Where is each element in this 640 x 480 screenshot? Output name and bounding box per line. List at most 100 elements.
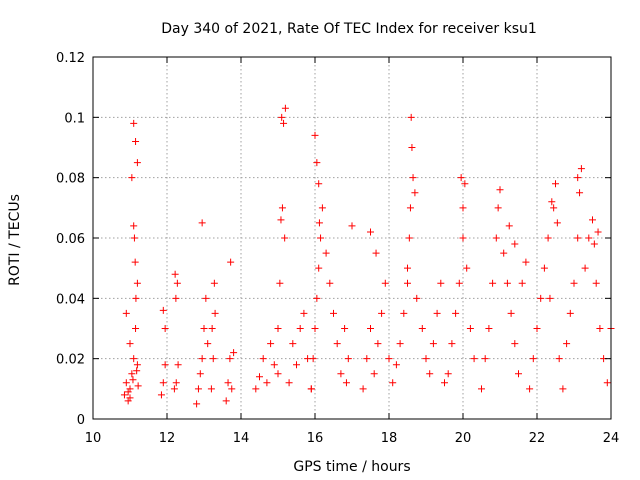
data-point-marker (515, 370, 522, 378)
data-point-marker (489, 279, 497, 287)
data-point-marker (128, 370, 136, 378)
data-point-marker (359, 385, 367, 393)
data-point-marker (550, 204, 558, 212)
data-point-marker (533, 325, 541, 332)
data-point-marker (385, 355, 393, 363)
data-point-marker (172, 294, 180, 302)
data-point-marker (459, 234, 467, 242)
data-point-marker (130, 355, 138, 363)
data-point-marker (392, 361, 400, 369)
data-point-marker (463, 264, 471, 272)
y-axis-label: ROTI / TECUs (7, 194, 23, 286)
x-tick-label: 20 (455, 431, 472, 446)
data-point-marker (132, 325, 140, 332)
data-point-marker (159, 379, 167, 387)
data-point-marker (132, 294, 140, 302)
chart-title: Day 340 of 2021, Rate Of TEC Index for r… (161, 21, 537, 37)
data-point-marker (592, 279, 600, 287)
data-point-marker (553, 219, 561, 227)
data-point-marker (448, 340, 456, 348)
y-tick-label: 0.12 (56, 51, 85, 66)
data-point-marker (576, 189, 584, 197)
data-point-marker (300, 309, 308, 317)
data-point-marker (161, 325, 169, 332)
data-point-marker (413, 294, 421, 302)
data-point-marker (196, 370, 204, 378)
data-point-marker (461, 180, 469, 188)
data-point-marker (372, 249, 380, 257)
data-point-marker (418, 325, 426, 332)
data-point-marker (378, 309, 386, 317)
data-point-marker (307, 385, 315, 393)
y-tick-label: 0.06 (56, 232, 85, 247)
data-point-marker (426, 370, 434, 378)
data-point-marker (411, 189, 419, 197)
data-point-marker (496, 186, 504, 194)
data-point-marker (173, 279, 181, 287)
data-point-marker (278, 204, 286, 212)
data-point-marker (406, 204, 414, 212)
data-point-marker (122, 379, 130, 387)
data-point-marker (157, 391, 165, 399)
data-point-marker (344, 355, 352, 363)
data-point-marker (174, 361, 182, 369)
data-point-marker (577, 165, 585, 173)
data-point-marker (466, 325, 474, 332)
data-point-marker (526, 385, 534, 393)
data-point-marker (559, 385, 567, 393)
data-point-marker (389, 379, 397, 387)
data-point-marker (170, 385, 178, 393)
data-point-marker (309, 355, 317, 363)
y-tick-label: 0.04 (56, 292, 85, 307)
data-point-marker (444, 370, 452, 378)
data-point-marker (570, 279, 578, 287)
data-point-marker (296, 325, 304, 332)
data-point-marker (130, 119, 138, 127)
data-point-marker (126, 385, 134, 393)
data-point-marker (280, 119, 288, 127)
data-point-marker (503, 279, 511, 287)
data-point-marker (455, 279, 463, 287)
x-tick-label: 12 (159, 431, 176, 446)
data-point-marker (459, 204, 467, 212)
data-point-marker (224, 379, 232, 387)
data-point-marker (492, 234, 500, 242)
data-point-marker (370, 370, 378, 378)
data-point-marker (457, 174, 465, 182)
data-points (120, 104, 615, 408)
data-point-marker (566, 309, 574, 317)
data-point-marker (540, 264, 548, 272)
data-point-marker (555, 355, 563, 363)
data-point-marker (441, 379, 448, 387)
data-point-marker (120, 391, 128, 399)
data-point-marker (333, 340, 341, 348)
data-point-marker (263, 379, 271, 387)
data-point-marker (134, 382, 142, 390)
data-point-marker (126, 340, 134, 348)
data-point-marker (318, 204, 326, 212)
data-point-marker (341, 325, 349, 332)
data-point-marker (211, 309, 219, 317)
data-point-marker (505, 222, 513, 230)
data-point-marker (274, 325, 282, 332)
data-point-marker (222, 397, 230, 405)
data-point-marker (133, 159, 141, 167)
data-point-marker (407, 113, 415, 121)
data-point-marker (131, 258, 139, 266)
data-point-marker (574, 234, 582, 242)
data-point-marker (433, 309, 441, 317)
data-point-marker (198, 355, 206, 363)
data-point-marker (124, 388, 132, 396)
data-point-marker (396, 340, 404, 348)
data-point-marker (311, 131, 319, 139)
data-point-marker (133, 279, 141, 287)
data-point-marker (274, 370, 282, 378)
y-tick-label: 0.1 (64, 111, 85, 126)
data-point-marker (281, 104, 289, 112)
data-point-marker (522, 258, 530, 266)
data-point-marker (226, 355, 234, 363)
data-point-marker (259, 355, 267, 363)
data-point-marker (315, 219, 323, 227)
data-point-marker (193, 400, 201, 408)
data-point-marker (529, 355, 537, 363)
